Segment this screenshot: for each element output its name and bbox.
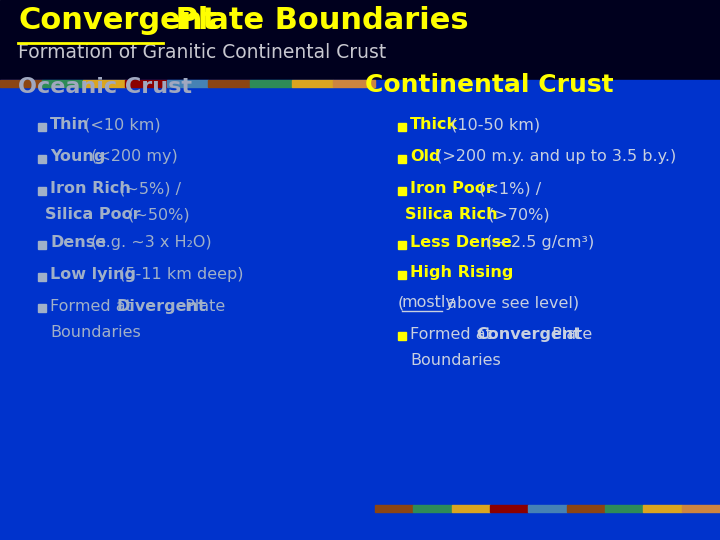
Bar bbox=[38, 241, 46, 249]
Text: mostly: mostly bbox=[402, 295, 456, 310]
Text: Convergent: Convergent bbox=[18, 6, 217, 35]
Text: Less Dense: Less Dense bbox=[410, 235, 512, 250]
Bar bbox=[42, 80, 84, 87]
Text: (>200 m.y. and up to 3.5 b.y.): (>200 m.y. and up to 3.5 b.y.) bbox=[431, 149, 677, 164]
Text: Thick: Thick bbox=[410, 117, 458, 132]
Text: (~5%) /: (~5%) / bbox=[114, 181, 181, 196]
Text: (<10 km): (<10 km) bbox=[78, 117, 160, 132]
Text: Silica Rich: Silica Rich bbox=[405, 207, 498, 222]
Text: Iron Poor: Iron Poor bbox=[410, 181, 494, 196]
Text: (10-50 km): (10-50 km) bbox=[446, 117, 540, 132]
Bar bbox=[682, 505, 720, 512]
Bar bbox=[490, 505, 528, 512]
Text: (>70%): (>70%) bbox=[483, 207, 550, 222]
Bar bbox=[84, 80, 125, 87]
Text: Dense: Dense bbox=[50, 235, 106, 250]
Text: (: ( bbox=[398, 295, 404, 310]
Bar bbox=[166, 80, 208, 87]
Bar bbox=[125, 80, 166, 87]
Text: Formed at: Formed at bbox=[50, 299, 137, 314]
Bar bbox=[208, 80, 250, 87]
Bar bbox=[398, 332, 406, 340]
Text: Plate: Plate bbox=[180, 299, 225, 314]
Bar bbox=[38, 187, 46, 195]
Text: Continental Crust: Continental Crust bbox=[365, 73, 613, 97]
Bar bbox=[38, 304, 46, 312]
Bar bbox=[38, 155, 46, 163]
Text: Iron Rich: Iron Rich bbox=[50, 181, 131, 196]
Bar bbox=[398, 155, 406, 163]
Text: Boundaries: Boundaries bbox=[410, 353, 500, 368]
Bar bbox=[451, 505, 490, 512]
Text: (<200 my): (<200 my) bbox=[86, 149, 177, 164]
Bar bbox=[375, 505, 413, 512]
Bar bbox=[398, 187, 406, 195]
Text: Young: Young bbox=[50, 149, 105, 164]
Bar bbox=[250, 80, 292, 87]
Text: Convergent: Convergent bbox=[476, 327, 581, 342]
Bar bbox=[567, 505, 605, 512]
Text: Formed at: Formed at bbox=[410, 327, 497, 342]
Bar bbox=[413, 505, 451, 512]
Text: (~50%): (~50%) bbox=[123, 207, 190, 222]
Bar bbox=[398, 241, 406, 249]
Bar bbox=[38, 123, 46, 131]
Text: Oceanic Crust: Oceanic Crust bbox=[18, 77, 192, 97]
Text: (5-11 km deep): (5-11 km deep) bbox=[114, 267, 243, 282]
Text: Boundaries: Boundaries bbox=[50, 325, 140, 340]
Text: above see level): above see level) bbox=[441, 295, 579, 310]
Bar bbox=[398, 271, 406, 279]
Bar bbox=[0, 0, 720, 80]
Text: Old: Old bbox=[410, 149, 441, 164]
Text: Formation of Granitic Continental Crust: Formation of Granitic Continental Crust bbox=[18, 43, 386, 62]
Text: Plate: Plate bbox=[547, 327, 593, 342]
Bar bbox=[398, 123, 406, 131]
Bar bbox=[605, 505, 644, 512]
Bar bbox=[0, 80, 42, 87]
Bar bbox=[644, 505, 682, 512]
Text: (~ 2.5 g/cm³): (~ 2.5 g/cm³) bbox=[481, 235, 595, 250]
Text: Thin: Thin bbox=[50, 117, 89, 132]
Text: Plate Boundaries: Plate Boundaries bbox=[165, 6, 469, 35]
Text: Silica Poor: Silica Poor bbox=[45, 207, 140, 222]
Bar bbox=[0, 80, 720, 540]
Bar bbox=[292, 80, 333, 87]
Text: High Rising: High Rising bbox=[410, 265, 513, 280]
Text: (<1%) /: (<1%) / bbox=[474, 181, 541, 196]
Bar bbox=[528, 505, 567, 512]
Text: Low lying: Low lying bbox=[50, 267, 136, 282]
Bar bbox=[38, 273, 46, 281]
Text: Divergent: Divergent bbox=[116, 299, 206, 314]
Text: (s.g. ~3 x H₂O): (s.g. ~3 x H₂O) bbox=[86, 235, 211, 250]
Bar bbox=[333, 80, 375, 87]
